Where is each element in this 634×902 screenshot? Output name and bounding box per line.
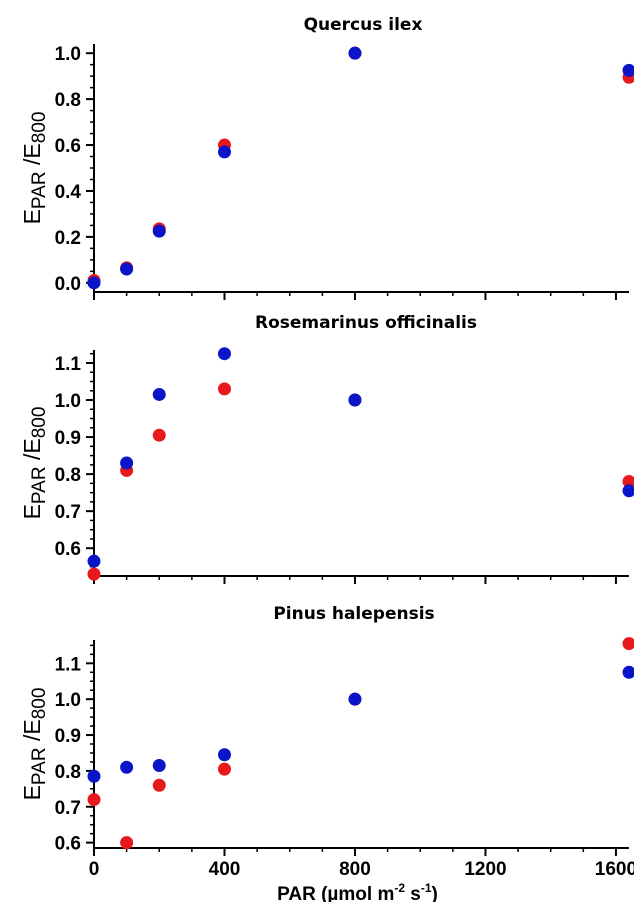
x-tick-label: 800 bbox=[339, 859, 371, 880]
y-axis-label: EPAR /E800 bbox=[19, 688, 50, 801]
y-tick-label: 0.6 bbox=[55, 539, 81, 560]
x-tick-label: 0 bbox=[89, 859, 100, 880]
x-axis-label: PAR (µmol m-2 s-1) bbox=[277, 881, 438, 902]
blue-data-point bbox=[622, 665, 634, 679]
x-axis-label-text: s bbox=[405, 884, 421, 902]
blue-data-point bbox=[622, 484, 634, 498]
red-data-point bbox=[152, 778, 166, 792]
y-tick-label: 1.0 bbox=[55, 690, 81, 711]
blue-data-point bbox=[348, 393, 362, 407]
y-axis-label-text: E bbox=[19, 504, 45, 519]
y-axis-label: EPAR /E800 bbox=[19, 112, 50, 225]
red-data-point bbox=[87, 793, 101, 807]
y-tick-label: 0.8 bbox=[55, 762, 81, 783]
x-axis-label-text: ) bbox=[432, 884, 438, 902]
y-axis-label-sub: PAR bbox=[29, 466, 50, 504]
blue-data-point bbox=[217, 347, 231, 361]
panel-title: Rosemarinus officinalis bbox=[255, 313, 477, 333]
y-tick-label: 0.9 bbox=[55, 428, 81, 449]
blue-data-point bbox=[87, 554, 101, 568]
blue-data-point bbox=[622, 63, 634, 77]
y-tick-label: 0.2 bbox=[55, 228, 81, 249]
x-tick-label: 1200 bbox=[464, 859, 506, 880]
y-tick-label: 0.6 bbox=[55, 136, 81, 157]
blue-data-point bbox=[87, 769, 101, 783]
x-tick-label: 400 bbox=[209, 859, 241, 880]
y-tick-label: 1.1 bbox=[55, 654, 82, 675]
blue-data-point bbox=[152, 387, 166, 401]
x-axis-label-text: PAR (µmol m bbox=[277, 884, 394, 902]
red-data-point bbox=[217, 382, 231, 396]
blue-data-point bbox=[87, 276, 101, 290]
y-tick-label: 1.1 bbox=[55, 354, 82, 375]
panel-title: Pinus halepensis bbox=[273, 604, 434, 624]
red-data-point bbox=[152, 428, 166, 442]
y-axis-label-sub: PAR bbox=[29, 747, 50, 785]
blue-data-point bbox=[217, 748, 231, 762]
blue-data-point bbox=[152, 224, 166, 238]
y-axis-label-text: E bbox=[19, 209, 45, 224]
blue-data-point bbox=[120, 456, 134, 470]
y-axis-label-sub: 800 bbox=[29, 688, 50, 720]
blue-data-point bbox=[120, 760, 134, 774]
panel-1: Quercus ilex 0.0 0.2 0.4 0.6 0.8 1.0 EPAR /E800 bbox=[19, 15, 634, 300]
y-axis-label-text: E bbox=[19, 785, 45, 800]
x-tick-label: 1600 bbox=[595, 859, 634, 880]
y-tick-label: 0.4 bbox=[55, 182, 82, 203]
y-axis-label-sub: 800 bbox=[29, 407, 50, 439]
y-tick-label: 0.8 bbox=[55, 90, 81, 111]
red-data-point bbox=[622, 637, 634, 651]
y-tick-label: 1.0 bbox=[55, 44, 81, 65]
blue-data-point bbox=[348, 46, 362, 60]
y-axis-label-sub: PAR bbox=[29, 171, 50, 209]
red-data-point bbox=[120, 836, 134, 850]
panel-3: Pinus halepensis 0.6 0.7 0.8 0.9 1.0 1.1 0 400 80… bbox=[19, 604, 634, 902]
blue-data-point bbox=[152, 759, 166, 773]
red-data-point bbox=[217, 762, 231, 776]
y-axis-label: EPAR /E800 bbox=[19, 407, 50, 520]
y-axis-label-sub: 800 bbox=[29, 112, 50, 144]
y-tick-label: 0.8 bbox=[55, 465, 81, 486]
red-data-point bbox=[87, 567, 101, 581]
y-tick-label: 0.7 bbox=[55, 502, 81, 523]
panel-title: Quercus ilex bbox=[304, 15, 423, 35]
y-axis-label-text: /E bbox=[19, 438, 45, 466]
y-axis-label-text: /E bbox=[19, 143, 45, 171]
y-tick-label: 0.0 bbox=[55, 274, 81, 295]
blue-data-point bbox=[348, 692, 362, 706]
x-axis-label-sup: -1 bbox=[421, 881, 432, 895]
x-axis-label-sup: -2 bbox=[394, 881, 405, 895]
y-tick-label: 0.6 bbox=[55, 834, 81, 855]
panel-2: Rosemarinus officinalis 0.6 0.7 0.8 0.9 1.0 1.… bbox=[19, 313, 634, 584]
y-axis-label-text: /E bbox=[19, 719, 45, 747]
y-tick-label: 0.9 bbox=[55, 726, 81, 747]
blue-data-point bbox=[120, 262, 134, 276]
y-tick-label: 1.0 bbox=[55, 391, 81, 412]
blue-data-point bbox=[217, 145, 231, 159]
y-tick-label: 0.7 bbox=[55, 798, 81, 819]
